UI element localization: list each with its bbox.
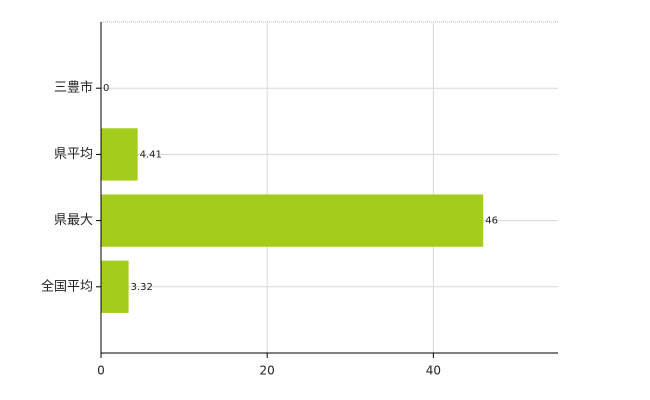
y-tick-label: 県最大 bbox=[54, 213, 93, 228]
bar bbox=[101, 260, 129, 313]
x-tick-label: 20 bbox=[260, 364, 275, 378]
y-tick-label: 三豊市 bbox=[54, 80, 93, 96]
y-tick-label: 県平均 bbox=[54, 147, 93, 162]
value-label: 3.32 bbox=[131, 282, 153, 293]
value-label: 4.41 bbox=[140, 149, 162, 160]
x-tick-label: 40 bbox=[426, 364, 441, 378]
value-label: 46 bbox=[485, 216, 498, 227]
bar bbox=[101, 194, 484, 247]
x-tick-label: 0 bbox=[97, 364, 105, 378]
value-label: 0 bbox=[103, 83, 109, 94]
bar bbox=[101, 128, 138, 181]
y-tick-label: 全国平均 bbox=[41, 278, 93, 294]
